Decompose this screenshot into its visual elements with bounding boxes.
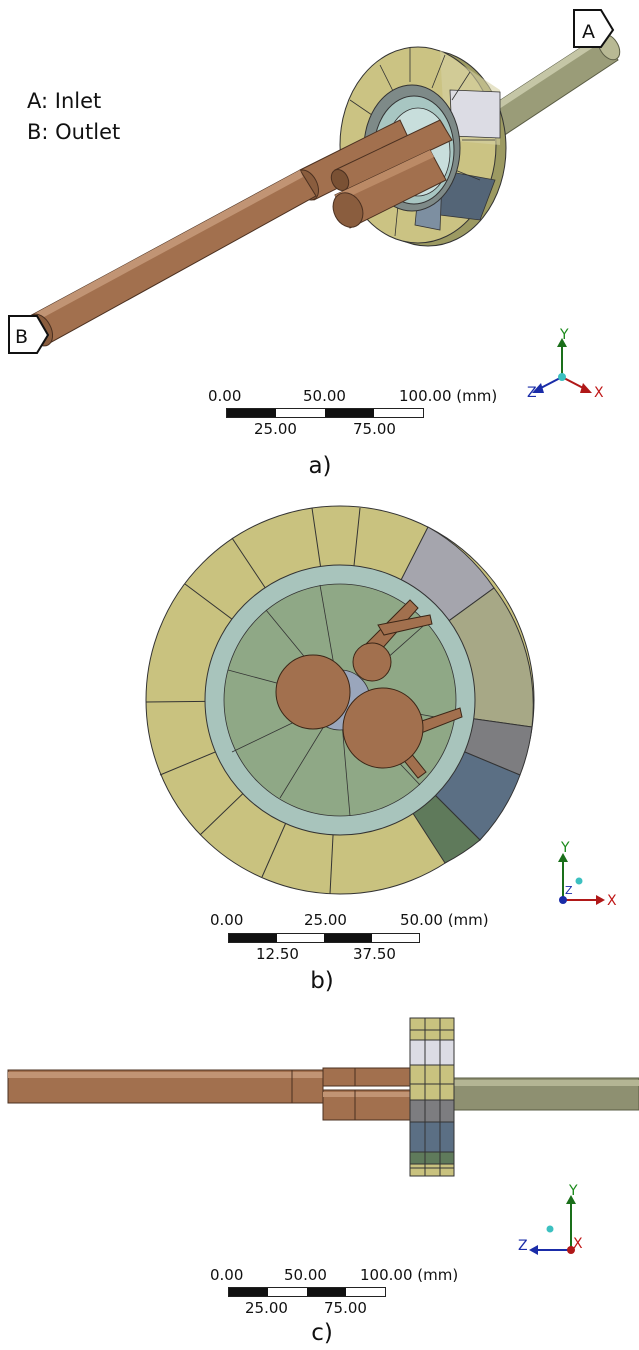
axis-triad-b: Y X Z <box>558 840 617 909</box>
scale-label: 12.50 <box>256 945 299 963</box>
side-view-model: Y X Z <box>7 1017 639 1255</box>
axis-y-label: Y <box>559 327 569 343</box>
copper-stubs <box>295 119 453 229</box>
scale-label: 100.00 (mm) <box>399 387 498 405</box>
axis-triad-a: Y X Z <box>527 327 604 401</box>
panel-a-isometric-view: A: Inlet B: Outlet <box>0 0 639 490</box>
panel-b-front-view: Y X Z 0.00 25.00 50.00 (mm) 12.50 37.50 … <box>0 490 639 1000</box>
axis-x-label: X <box>594 385 604 401</box>
scale-label: 37.50 <box>353 945 396 963</box>
axis-z-label: Z <box>518 1238 528 1254</box>
scale-bar-graphic <box>228 1287 386 1297</box>
outlet-pipe <box>7 1069 324 1104</box>
marker-a-label: A <box>582 21 595 43</box>
inlet-pipe <box>451 1077 639 1111</box>
inlet-pipe <box>469 33 621 147</box>
axis-y-label: Y <box>568 1183 578 1199</box>
scale-label: 50.00 (mm) <box>400 911 489 929</box>
scale-label: 0.00 <box>210 1266 244 1284</box>
caption-b: b) <box>310 968 334 994</box>
legend: A: Inlet B: Outlet <box>27 86 120 148</box>
axis-z-label: Z <box>565 884 573 897</box>
legend-inlet: A: Inlet <box>27 89 102 113</box>
caption-a: a) <box>308 453 332 479</box>
front-view-model: Y X Z <box>145 505 617 909</box>
axis-z-label: Z <box>527 385 537 401</box>
scale-label: 100.00 (mm) <box>360 1266 459 1284</box>
axis-triad-c: Y X Z <box>518 1183 583 1255</box>
panel-c-side-view: Y X Z 0.00 50.00 100.00 (mm) 25.00 75.00… <box>0 1000 639 1350</box>
copper-stubs <box>322 1067 414 1121</box>
scale-label: 0.00 <box>208 387 242 405</box>
scale-label: 75.00 <box>324 1299 367 1317</box>
axis-x-label: X <box>607 893 617 909</box>
isometric-model: A B Y X Z <box>8 9 621 401</box>
marker-b-label: B <box>15 326 28 348</box>
scale-bar-graphic <box>228 933 420 943</box>
axis-y-label: Y <box>560 840 570 856</box>
axis-x-label: X <box>573 1236 583 1252</box>
scale-label: 25.00 <box>304 911 347 929</box>
marker-a: A <box>573 9 615 48</box>
legend-outlet: B: Outlet <box>27 120 121 144</box>
caption-c: c) <box>311 1320 333 1346</box>
tube-cross-sections <box>275 599 463 779</box>
scale-label: 50.00 <box>303 387 346 405</box>
scale-label: 25.00 <box>245 1299 288 1317</box>
scale-label: 25.00 <box>254 420 297 438</box>
marker-b: B <box>8 315 50 354</box>
scale-label: 75.00 <box>353 420 396 438</box>
scale-label: 0.00 <box>210 911 244 929</box>
scale-bar-graphic <box>226 408 424 418</box>
scale-label: 50.00 <box>284 1266 327 1284</box>
housing-disc-side <box>409 1017 455 1177</box>
outlet-pipe <box>26 169 317 347</box>
